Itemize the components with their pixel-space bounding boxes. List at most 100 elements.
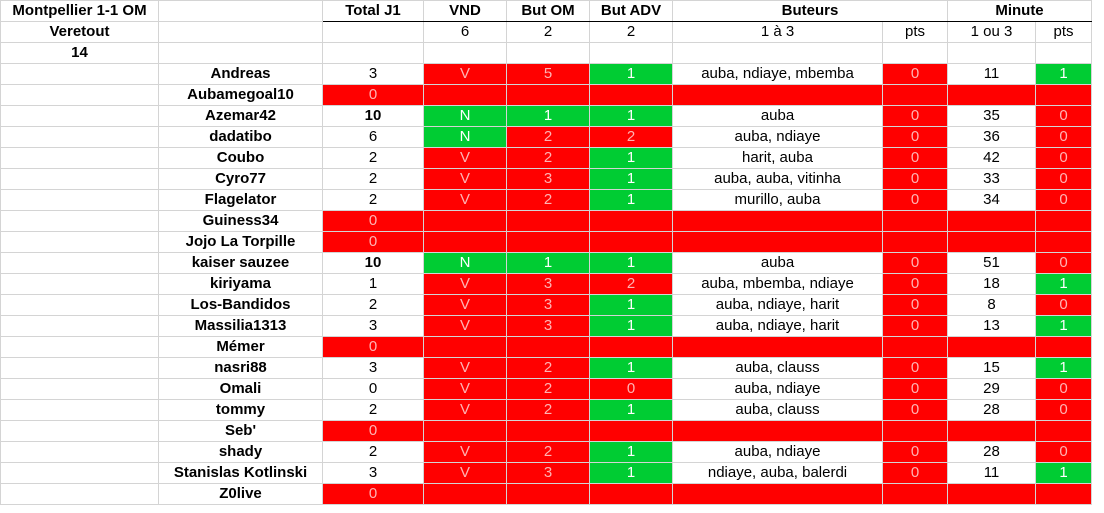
buteurs-cell: auba, mbemba, ndiaye bbox=[672, 273, 883, 295]
empty-cell bbox=[882, 231, 948, 253]
buteurs-cell: auba, ndiaye, harit bbox=[672, 315, 883, 337]
but-om-cell: 3 bbox=[506, 168, 590, 190]
empty-cell bbox=[947, 84, 1036, 106]
total-score: 2 bbox=[322, 399, 424, 421]
empty-cell bbox=[882, 336, 948, 358]
table-row: Los-Bandidos 2 V 3 1 auba, ndiaye, harit 0 8 0 bbox=[0, 294, 1092, 316]
table-row: Flagelator 2 V 2 1 murillo, auba 0 34 0 bbox=[0, 189, 1092, 211]
minute-pts-cell: 0 bbox=[1035, 399, 1092, 421]
but-om-cell: 2 bbox=[506, 378, 590, 400]
empty-cell bbox=[672, 210, 883, 232]
buteurs-pts-cell: 0 bbox=[882, 462, 948, 484]
minute-cell: 28 bbox=[947, 399, 1036, 421]
total-score: 3 bbox=[322, 357, 424, 379]
table-row: kiriyama 1 V 3 2 auba, mbemba, ndiaye 0 18 1 bbox=[0, 273, 1092, 295]
but-adv-cell: 1 bbox=[589, 294, 673, 316]
row-blank bbox=[0, 147, 159, 169]
player-number-row: 14 bbox=[0, 42, 1092, 64]
buteurs-cell: auba, ndiaye, mbemba bbox=[672, 63, 883, 85]
row-blank bbox=[0, 441, 159, 463]
total-score: 0 bbox=[322, 378, 424, 400]
vnd-cell: N bbox=[423, 105, 507, 127]
but-om-cell: 2 bbox=[506, 147, 590, 169]
empty-cell bbox=[506, 420, 590, 442]
match-title: Montpellier 1-1 OM bbox=[0, 0, 159, 22]
col-buteurs-header: Buteurs bbox=[672, 0, 948, 22]
col-but-om-header: But OM bbox=[506, 0, 590, 22]
empty-cell bbox=[506, 84, 590, 106]
row-blank bbox=[0, 63, 159, 85]
empty-cell bbox=[423, 483, 507, 505]
empty-cell bbox=[423, 420, 507, 442]
col-vnd-header: VND bbox=[423, 0, 507, 22]
total-score: 2 bbox=[322, 441, 424, 463]
empty-cell bbox=[589, 84, 673, 106]
buteurs-pts-cell: 0 bbox=[882, 357, 948, 379]
total-score: 0 bbox=[322, 420, 424, 442]
vnd-cell: V bbox=[423, 63, 507, 85]
total-score: 2 bbox=[322, 147, 424, 169]
empty-cell bbox=[589, 336, 673, 358]
total-score: 0 bbox=[322, 336, 424, 358]
but-om-cell: 3 bbox=[506, 462, 590, 484]
but-om-cell: 2 bbox=[506, 189, 590, 211]
row-blank bbox=[0, 336, 159, 358]
empty-cell bbox=[506, 483, 590, 505]
vnd-cell: V bbox=[423, 189, 507, 211]
row-blank bbox=[0, 231, 159, 253]
but-om-cell: 3 bbox=[506, 294, 590, 316]
total-score: 3 bbox=[322, 63, 424, 85]
row-blank bbox=[0, 399, 159, 421]
empty-cell bbox=[1035, 231, 1092, 253]
minute-pts-cell: 0 bbox=[1035, 147, 1092, 169]
table-row: Massilia1313 3 V 3 1 auba, ndiaye, harit 0 13 1 bbox=[0, 315, 1092, 337]
but-adv-cell: 1 bbox=[589, 63, 673, 85]
empty-cell bbox=[506, 210, 590, 232]
empty-cell bbox=[423, 84, 507, 106]
minute-pts-cell: 0 bbox=[1035, 441, 1092, 463]
but-adv-cell: 2 bbox=[589, 126, 673, 148]
buteurs-pts-cell: 0 bbox=[882, 441, 948, 463]
row-blank bbox=[0, 84, 159, 106]
buteurs-cell: auba, ndiaye bbox=[672, 441, 883, 463]
but-adv-cell: 2 bbox=[589, 273, 673, 295]
header-row: Montpellier 1-1 OM Total J1 VND But OM B… bbox=[0, 0, 1092, 22]
answer-but-om: 2 bbox=[506, 21, 590, 43]
col-minute-header: Minute bbox=[947, 0, 1092, 22]
empty-cell bbox=[672, 231, 883, 253]
buteurs-pts-cell: 0 bbox=[882, 168, 948, 190]
but-adv-cell: 1 bbox=[589, 357, 673, 379]
total-score: 2 bbox=[322, 189, 424, 211]
vnd-cell: V bbox=[423, 294, 507, 316]
participant-name: Andreas bbox=[158, 63, 323, 85]
answers-row: Veretout 6 2 2 1 à 3 pts 1 ou 3 pts bbox=[0, 21, 1092, 43]
participant-name: Aubamegoal10 bbox=[158, 84, 323, 106]
vnd-cell: V bbox=[423, 315, 507, 337]
total-score: 3 bbox=[322, 315, 424, 337]
vnd-cell: V bbox=[423, 378, 507, 400]
table-row: kaiser sauzee 10 N 1 1 auba 0 51 0 bbox=[0, 252, 1092, 274]
but-om-cell: 2 bbox=[506, 357, 590, 379]
but-adv-cell: 1 bbox=[589, 147, 673, 169]
participant-name: Flagelator bbox=[158, 189, 323, 211]
row-blank bbox=[0, 315, 159, 337]
participant-name: Guiness34 bbox=[158, 210, 323, 232]
minute-pts-cell: 0 bbox=[1035, 294, 1092, 316]
buteurs-pts-cell: 0 bbox=[882, 63, 948, 85]
but-adv-cell: 0 bbox=[589, 378, 673, 400]
empty-cell bbox=[423, 231, 507, 253]
table-row: Z0live 0 bbox=[0, 483, 1092, 505]
total-score: 0 bbox=[322, 210, 424, 232]
empty-cell bbox=[1035, 336, 1092, 358]
table-row: tommy 2 V 2 1 auba, clauss 0 28 0 bbox=[0, 399, 1092, 421]
answer-vnd: 6 bbox=[423, 21, 507, 43]
table-row: Stanislas Kotlinski 3 V 3 1 ndiaye, auba, bal… bbox=[0, 462, 1092, 484]
col-but-adv-header: But ADV bbox=[589, 0, 673, 22]
buteurs-cell: ndiaye, auba, balerdi bbox=[672, 462, 883, 484]
answer-buteurs-pts: pts bbox=[882, 21, 948, 43]
vnd-cell: V bbox=[423, 168, 507, 190]
buteurs-pts-cell: 0 bbox=[882, 315, 948, 337]
vnd-cell: V bbox=[423, 462, 507, 484]
answer-minute-pts: pts bbox=[1035, 21, 1092, 43]
total-score: 0 bbox=[322, 231, 424, 253]
